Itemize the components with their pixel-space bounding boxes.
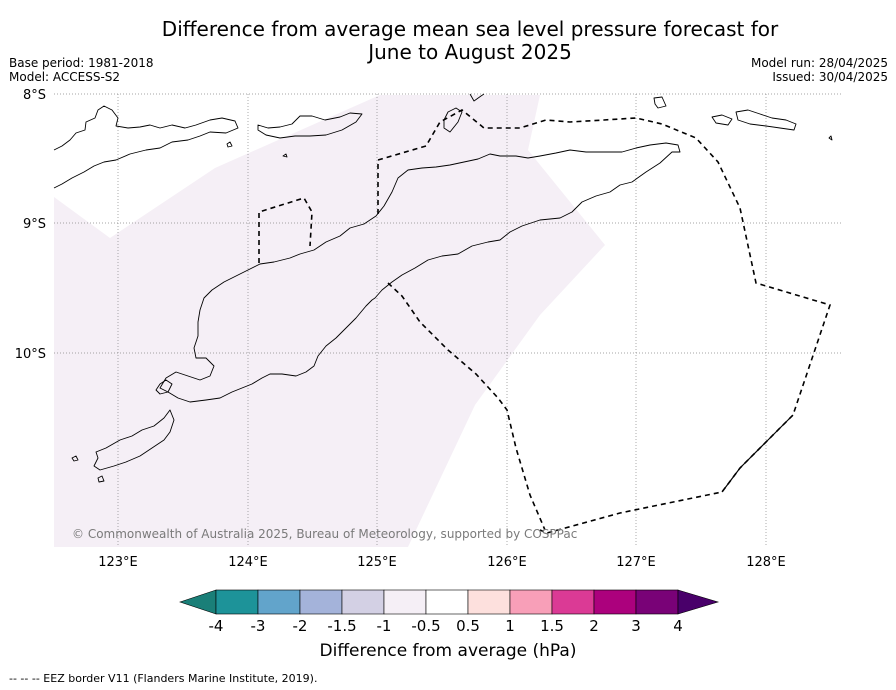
lon-label-125e: 125°E <box>357 555 397 570</box>
colorbar-title: Difference from average (hPa) <box>319 641 577 661</box>
colorbar-segment <box>593 589 637 615</box>
base-info: Base period: 1981-2018 Model: ACCESS-S2 <box>9 56 154 84</box>
colorbar-tick-label: -2 <box>293 617 308 635</box>
lon-label-127e: 127°E <box>616 555 656 570</box>
colorbar-ticks: -4 -3 -2 -1.5 -1 -0.5 0.5 1 1.5 2 3 4 <box>209 617 683 635</box>
colorbar-tick-label: -1.5 <box>327 617 356 635</box>
colorbar-segment <box>215 589 259 615</box>
anomaly-shading <box>54 95 605 547</box>
map-title: Difference from average mean sea level p… <box>120 18 820 64</box>
colorbar-segment <box>257 589 301 615</box>
lat-label-8s: 8°S <box>23 88 46 103</box>
lon-label-124e: 124°E <box>228 555 268 570</box>
colorbar-tick-label: -3 <box>251 617 266 635</box>
colorbar-tick-label: -0.5 <box>411 617 440 635</box>
colorbar-tick-label: -4 <box>209 617 224 635</box>
gridlines <box>54 93 843 547</box>
eez-borders <box>258 109 832 534</box>
colorbar-segment <box>509 589 553 615</box>
lon-labels: 123°E 124°E 125°E 126°E 127°E 128°E <box>98 555 786 570</box>
colorbar-tick-label: 3 <box>631 617 641 635</box>
colorbar-extend-high <box>677 589 720 615</box>
colorbar-segment <box>299 589 343 615</box>
colorbar-extend-low <box>179 589 217 615</box>
colorbar <box>179 589 720 615</box>
colorbar-segment <box>635 589 679 615</box>
colorbar-tick-label: 2 <box>589 617 599 635</box>
colorbar-segment <box>467 589 511 615</box>
colorbar-segment <box>425 589 469 615</box>
footer-note: -- -- -- EEZ border V11 (Flanders Marine… <box>9 672 318 685</box>
issued-date: Issued: 30/04/2025 <box>772 70 888 84</box>
title-line-2: June to August 2025 <box>368 40 572 64</box>
colorbar-tick-label: 0.5 <box>456 617 480 635</box>
lat-label-10s: 10°S <box>15 347 46 362</box>
colorbar-tick-label: 1.5 <box>540 617 564 635</box>
colorbar-tick-label: -1 <box>377 617 392 635</box>
lat-labels: 8°S 9°S 10°S <box>15 88 46 362</box>
lon-label-123e: 123°E <box>98 555 138 570</box>
title-line-1: Difference from average mean sea level p… <box>161 17 779 41</box>
base-period: Base period: 1981-2018 <box>9 56 154 70</box>
colorbar-segment <box>383 589 427 615</box>
colorbar-segment <box>341 589 385 615</box>
colorbar-segment <box>551 589 595 615</box>
model-name: Model: ACCESS-S2 <box>9 70 121 84</box>
colorbar-tick-label: 1 <box>505 617 515 635</box>
colorbar-tick-label: 4 <box>673 617 683 635</box>
model-run: Model run: 28/04/2025 <box>750 56 888 70</box>
lat-label-9s: 9°S <box>23 217 46 232</box>
copyright-notice: © Commonwealth of Australia 2025, Bureau… <box>72 527 577 541</box>
lon-label-128e: 128°E <box>746 555 786 570</box>
run-info: Model run: 28/04/2025 Issued: 30/04/2025 <box>751 56 888 84</box>
eez-border-solid <box>721 414 794 493</box>
coastlines <box>53 93 833 483</box>
lon-label-126e: 126°E <box>487 555 527 570</box>
